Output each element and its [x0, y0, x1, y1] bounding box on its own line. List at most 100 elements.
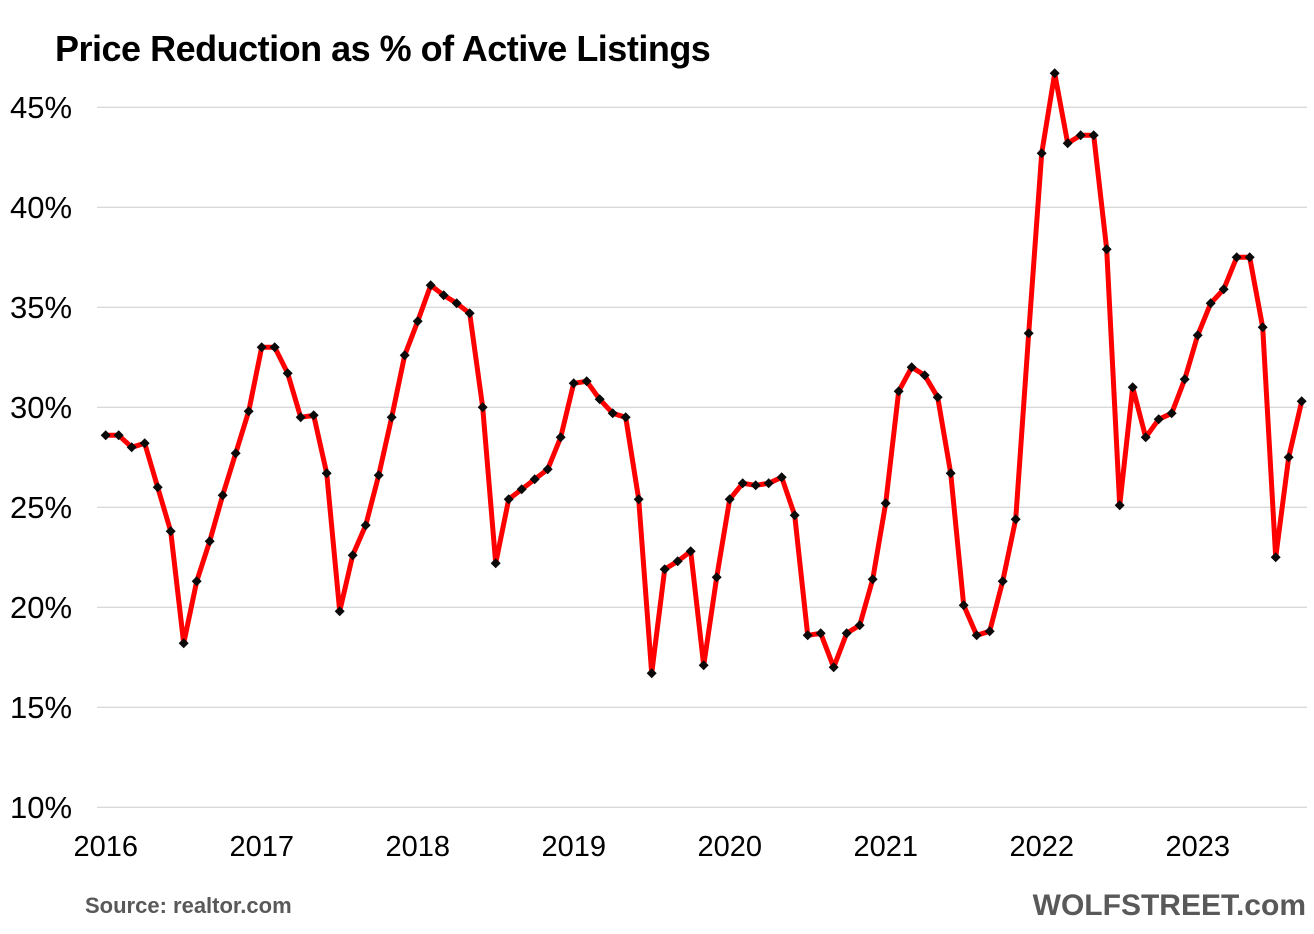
data-point-marker — [958, 600, 969, 611]
data-point-marker — [321, 468, 332, 479]
data-point-marker — [529, 474, 540, 485]
data-point-marker — [1218, 284, 1229, 295]
data-point-marker — [776, 472, 787, 483]
data-point-marker — [1075, 130, 1086, 141]
data-point-marker — [906, 362, 917, 373]
data-point-marker — [815, 628, 826, 639]
data-point-marker — [1036, 148, 1047, 159]
x-axis-tick-label: 2018 — [385, 831, 450, 863]
data-point-marker — [984, 626, 995, 637]
data-point-marker — [789, 510, 800, 521]
data-point-marker — [1283, 452, 1294, 463]
data-point-marker — [126, 442, 137, 453]
data-point-marker — [1231, 252, 1242, 263]
data-point-marker — [1088, 130, 1099, 141]
x-axis-tick-label: 2021 — [853, 831, 918, 863]
data-point-marker — [932, 392, 943, 403]
data-point-marker — [672, 556, 683, 567]
data-point-marker — [633, 494, 644, 505]
y-axis-tick-label: 35% — [10, 290, 72, 325]
x-axis-tick-label: 2016 — [73, 831, 138, 863]
data-point-marker — [555, 432, 566, 443]
data-point-marker — [334, 606, 345, 617]
data-point-marker — [191, 576, 202, 587]
data-point-marker — [308, 410, 319, 421]
data-point-marker — [1179, 374, 1190, 385]
data-point-marker — [802, 630, 813, 641]
data-point-marker — [490, 558, 501, 569]
data-point-marker — [425, 280, 436, 291]
data-point-marker — [594, 394, 605, 405]
data-point-marker — [360, 520, 371, 531]
data-point-marker — [347, 550, 358, 561]
data-point-marker — [451, 298, 462, 309]
data-point-marker — [685, 546, 696, 557]
y-axis-tick-label: 40% — [10, 190, 72, 225]
y-axis-tick-label: 25% — [10, 490, 72, 525]
source-note: Source: realtor.com — [85, 893, 292, 918]
data-point-marker — [438, 290, 449, 301]
data-point-marker — [867, 574, 878, 585]
data-point-marker — [1049, 68, 1060, 79]
data-point-marker — [646, 668, 657, 679]
data-point-marker — [399, 350, 410, 361]
data-point-marker — [295, 412, 306, 423]
x-axis-tick-label: 2023 — [1165, 831, 1230, 863]
data-point-marker — [373, 470, 384, 481]
data-point-marker — [1296, 396, 1307, 407]
data-point-marker — [737, 478, 748, 489]
data-point-marker — [1205, 298, 1216, 309]
x-axis-tick-label: 2019 — [541, 831, 606, 863]
data-point-marker — [620, 412, 631, 423]
data-point-marker — [1140, 432, 1151, 443]
data-point-marker — [659, 564, 670, 575]
data-point-marker — [945, 468, 956, 479]
data-point-marker — [139, 438, 150, 449]
data-point-marker — [828, 662, 839, 673]
data-point-marker — [724, 494, 735, 505]
data-point-marker — [113, 430, 124, 441]
data-point-marker — [971, 630, 982, 641]
data-point-marker — [711, 572, 722, 583]
data-point-marker — [607, 408, 618, 419]
data-point-marker — [1127, 382, 1138, 393]
data-point-marker — [100, 430, 111, 441]
data-point-marker — [841, 628, 852, 639]
data-point-marker — [750, 480, 761, 491]
data-point-marker — [1166, 408, 1177, 419]
data-point-marker — [1244, 252, 1255, 263]
data-point-marker — [269, 342, 280, 353]
y-axis-tick-label: 30% — [10, 390, 72, 425]
data-point-marker — [230, 448, 241, 459]
data-point-marker — [893, 386, 904, 397]
data-point-marker — [152, 482, 163, 493]
data-point-marker — [1257, 322, 1268, 333]
data-point-marker — [256, 342, 267, 353]
y-axis-tick-label: 45% — [10, 90, 72, 125]
data-point-marker — [477, 402, 488, 413]
data-point-marker — [542, 464, 553, 475]
data-point-marker — [919, 370, 930, 381]
data-point-marker — [698, 660, 709, 671]
data-point-marker — [204, 536, 215, 547]
data-point-marker — [1010, 514, 1021, 525]
data-point-marker — [282, 368, 293, 379]
data-point-marker — [1153, 414, 1164, 425]
data-point-marker — [1270, 552, 1281, 563]
data-point-marker — [1101, 244, 1112, 255]
data-point-marker — [217, 490, 228, 501]
data-point-marker — [412, 316, 423, 327]
data-point-marker — [581, 376, 592, 387]
data-point-marker — [1023, 328, 1034, 339]
data-point-marker — [1062, 138, 1073, 149]
data-point-marker — [1192, 330, 1203, 341]
data-point-marker — [854, 620, 865, 631]
y-axis-tick-label: 10% — [10, 790, 72, 825]
wolfstreet-watermark: WOLFSTREET.com — [1032, 889, 1306, 922]
data-point-marker — [568, 378, 579, 389]
data-point-marker — [997, 576, 1008, 587]
data-point-marker — [178, 638, 189, 649]
data-point-marker — [516, 484, 527, 495]
